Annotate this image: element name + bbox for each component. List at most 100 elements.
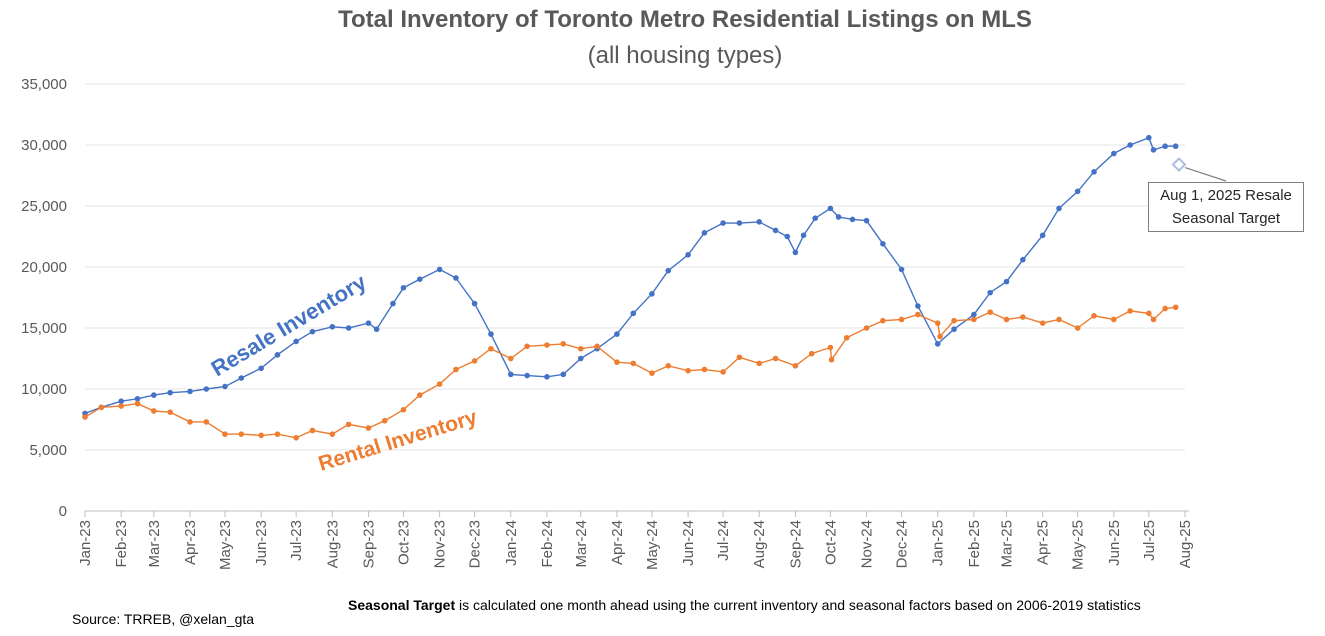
y-tick-label: 10,000 [21, 381, 67, 398]
data-point [238, 431, 245, 437]
data-point [772, 355, 779, 362]
x-tick-label: Mar-24 [573, 520, 590, 568]
callout-line-1: Aug 1, 2025 Resale [1160, 187, 1292, 204]
data-point [863, 325, 870, 331]
data-point [1150, 316, 1157, 323]
data-point [1056, 316, 1062, 323]
note-text: is calculated one month ahead using the … [455, 597, 1141, 613]
data-point [258, 365, 264, 372]
data-point [471, 358, 478, 364]
data-point [1039, 232, 1046, 239]
data-point [880, 241, 886, 247]
data-point [488, 345, 494, 352]
data-point [167, 409, 173, 415]
data-point [329, 323, 336, 330]
x-tick-label: Apr-25 [1035, 520, 1052, 565]
data-point [898, 316, 905, 323]
data-point [835, 214, 842, 220]
data-point [365, 425, 372, 431]
data-point [792, 363, 799, 369]
data-point [365, 320, 372, 326]
x-tick-label: Feb-24 [539, 520, 556, 568]
data-point [915, 303, 921, 309]
callout-line-2: Seasonal Target [1171, 210, 1281, 227]
data-point [1150, 147, 1157, 153]
data-point [1162, 305, 1168, 312]
data-point [1091, 169, 1097, 175]
data-point [134, 400, 141, 407]
data-point [934, 320, 941, 326]
y-tick-label: 30,000 [21, 137, 67, 154]
series-line [84, 136, 1176, 415]
data-point [987, 309, 993, 315]
data-point [756, 219, 763, 225]
callout-leader [1184, 166, 1227, 182]
data-point [951, 326, 957, 333]
y-tick-label: 20,000 [21, 259, 67, 276]
x-tick-label: Jan-24 [503, 520, 520, 566]
data-point [828, 356, 835, 363]
x-tick-label: Oct-24 [822, 520, 839, 565]
data-point [309, 328, 316, 335]
data-point [507, 355, 514, 362]
data-point [222, 383, 228, 390]
x-tick-label: Jul-24 [715, 520, 732, 561]
x-tick-label: Mar-23 [146, 520, 163, 568]
data-point [792, 249, 799, 256]
x-tick-label: Nov-24 [859, 520, 876, 568]
data-point [1020, 256, 1026, 263]
data-point [915, 311, 921, 318]
y-tick-label: 25,000 [21, 198, 67, 215]
x-tick-label: Aug-25 [1177, 520, 1194, 568]
data-point [416, 276, 423, 283]
x-tick-label: May-25 [1070, 520, 1087, 570]
x-tick-label: Oct-23 [395, 520, 412, 565]
data-point [1020, 314, 1026, 320]
data-point [274, 431, 281, 437]
data-point [222, 431, 228, 437]
y-tick-label: 0 [59, 503, 67, 520]
x-tick-label: Dec-23 [467, 520, 484, 568]
data-point [436, 381, 443, 387]
data-point [560, 371, 567, 378]
x-axis: Jan-23 Feb-23 Mar-23 Apr-23 May-23 Jun-23 Jul-… [77, 510, 1194, 570]
data-point [800, 232, 807, 239]
data-point [400, 284, 407, 291]
source-credit: Source: TRREB, @xelan_gta [72, 611, 255, 627]
x-tick-label: Apr-23 [182, 520, 199, 565]
data-point [951, 317, 957, 324]
x-tick-label: Jun-25 [1106, 520, 1123, 566]
data-point [685, 252, 691, 258]
seasonal-target-marker [1171, 157, 1187, 172]
data-point [544, 374, 550, 380]
data-point [649, 370, 655, 376]
data-point [843, 334, 850, 341]
data-point [187, 419, 193, 425]
data-point [1039, 320, 1046, 326]
y-tick-label: 15,000 [21, 320, 67, 337]
data-point [934, 341, 941, 347]
data-point [1074, 325, 1081, 331]
data-point [987, 289, 993, 296]
data-point [685, 367, 691, 374]
data-point [1127, 308, 1133, 314]
data-point [849, 216, 856, 223]
x-tick-label: Sep-24 [787, 520, 804, 568]
series-rental [82, 304, 1179, 441]
x-tick-label: Mar-25 [999, 520, 1016, 568]
data-point [1146, 134, 1152, 141]
data-point [1146, 310, 1152, 317]
data-point [756, 360, 763, 367]
data-point [524, 372, 530, 379]
x-tick-label: Jun-24 [680, 520, 697, 566]
data-point [649, 291, 655, 297]
data-point [238, 375, 245, 381]
x-tick-label: Dec-24 [894, 520, 911, 568]
x-tick-label: Aug-24 [751, 520, 768, 568]
series-resale [82, 134, 1179, 417]
chart-title: Total Inventory of Toronto Metro Residen… [338, 6, 1032, 33]
data-point [1162, 143, 1168, 150]
data-point [614, 331, 620, 337]
data-point [488, 331, 494, 337]
